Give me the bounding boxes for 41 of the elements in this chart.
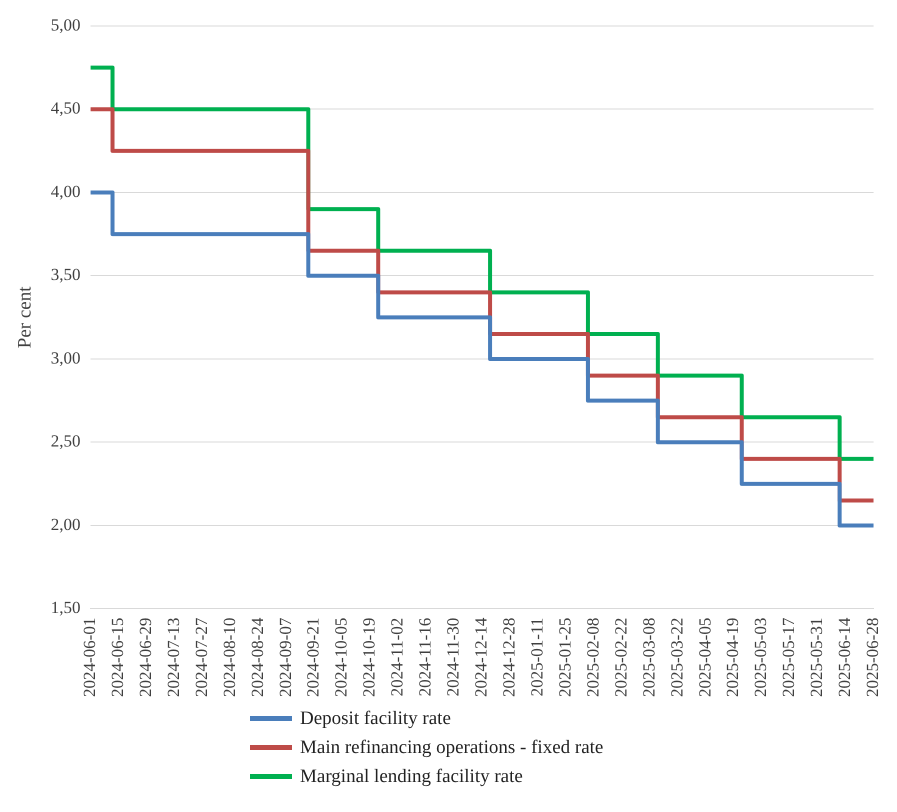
- x-tick-label: 2024-10-05: [332, 618, 351, 698]
- y-tick-label: 5,00: [50, 15, 81, 34]
- x-tick-label: 2025-01-25: [555, 618, 574, 698]
- x-tick-label: 2024-09-21: [304, 618, 323, 698]
- x-tick-label: 2025-02-08: [583, 618, 602, 698]
- y-tick-label: 4,50: [50, 98, 81, 118]
- x-tick-label: 2025-01-11: [527, 618, 546, 696]
- y-tick-label: 2,50: [50, 432, 81, 451]
- x-tick-label: 2025-05-31: [807, 618, 826, 698]
- x-tick-label: 2025-04-05: [695, 618, 714, 698]
- x-tick-label: 2024-11-02: [388, 618, 407, 696]
- x-tick-label: 2024-09-07: [276, 617, 295, 698]
- x-tick-label: 2024-08-24: [248, 617, 267, 698]
- y-tick-label: 2,00: [50, 514, 81, 534]
- x-tick-label: 2024-06-15: [108, 618, 127, 698]
- x-tick-label: 2024-11-16: [416, 618, 435, 696]
- x-tick-label: 2025-02-22: [611, 618, 630, 698]
- x-tick-label: 2024-08-10: [220, 618, 239, 698]
- x-tick-label: 2024-12-14: [472, 617, 491, 698]
- x-tick-label: 2024-06-01: [80, 618, 100, 698]
- legend-label: Deposit facility rate: [300, 708, 451, 730]
- x-tick-label: 2025-05-03: [751, 618, 770, 698]
- x-tick-label: 2024-07-13: [164, 618, 183, 698]
- x-tick-label: 2024-06-29: [136, 618, 155, 698]
- x-tick-label: 2025-06-28: [863, 618, 882, 698]
- y-tick-label: 1,50: [50, 598, 81, 618]
- x-tick-label: 2025-06-14: [835, 617, 854, 698]
- x-tick-label: 2025-05-17: [779, 617, 798, 698]
- x-tick-label: 2024-11-30: [444, 618, 463, 696]
- x-tick-label: 2025-04-19: [723, 618, 742, 698]
- x-tick-label: 2025-03-22: [667, 618, 686, 698]
- x-tick-label: 2024-12-28: [500, 618, 519, 698]
- y-tick-label: 4,00: [50, 182, 81, 201]
- x-tick-label: 2025-03-08: [639, 618, 658, 698]
- y-tick-label: 3,00: [50, 348, 81, 368]
- y-axis-title: Per cent: [14, 286, 36, 348]
- x-tick-label: 2024-10-19: [360, 618, 379, 698]
- legend-label: Main refinancing operations - fixed rate: [300, 736, 604, 758]
- legend-label: Marginal lending facility rate: [300, 766, 523, 788]
- y-tick-label: 3,50: [50, 265, 81, 284]
- x-tick-label: 2024-07-27: [192, 617, 211, 698]
